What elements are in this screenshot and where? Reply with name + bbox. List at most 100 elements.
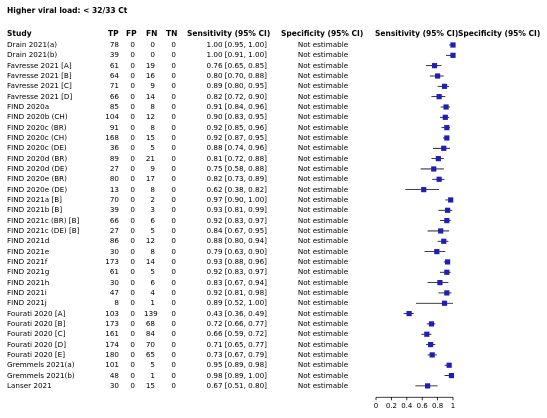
cell-tp: 13 — [109, 184, 119, 194]
cell-tp: 30 — [109, 380, 119, 390]
cell-study: FIND 2021c (BR) [B] — [7, 215, 80, 225]
cell-fp: 0 — [130, 50, 135, 60]
cell-tn: 0 — [171, 101, 176, 111]
table-row: FIND 2020c (CH) 168 0 15 0 0.92 [0.87, 0.95] N… — [0, 133, 547, 143]
cell-sens: 0.72 [0.66, 0.77] — [206, 318, 267, 328]
table-row: Fourati 2020 [B] 173 0 68 0 0.72 [0.66, 0.77]… — [0, 319, 547, 329]
cell-fp: 0 — [130, 60, 135, 70]
table-row: FIND 2021a [B] 70 0 2 0 0.97 [0.90, 1.00] Not … — [0, 195, 547, 205]
cell-study: Fourati 2020 [D] — [7, 339, 67, 349]
cell-study: FIND 2021b [B] — [7, 205, 63, 215]
table-row: FIND 2021b [B] 39 0 3 0 0.93 [0.81, 0.99] Not … — [0, 205, 547, 215]
cell-tp: 161 — [105, 329, 119, 339]
cell-fp: 0 — [130, 163, 135, 173]
table-row: FIND 2021d 86 0 12 0 0.88 [0.80, 0.94] Not est… — [0, 236, 547, 246]
cell-study: FIND 2020c (BR) — [7, 122, 67, 132]
cell-tn: 0 — [171, 174, 176, 184]
cell-fp: 0 — [130, 70, 135, 80]
x-tick-label: 0.8 — [432, 402, 443, 410]
cell-fn: 3 — [150, 205, 155, 215]
table-row: FIND 2020a 85 0 8 0 0.91 [0.84, 0.96] Not esti… — [0, 102, 547, 112]
cell-fp: 0 — [130, 112, 135, 122]
cell-fp: 0 — [130, 256, 135, 266]
cell-fn: 5 — [150, 225, 155, 235]
table-row: FIND 2021j 8 0 1 0 0.89 [0.52, 1.00] Not estim… — [0, 298, 547, 308]
cell-tp: 173 — [105, 256, 119, 266]
table-row: FIND 2021c (DE) [B] 27 0 5 0 0.84 [0.67, 0.95… — [0, 226, 547, 236]
cell-tp: 61 — [109, 267, 119, 277]
cell-study: Favresse 2021 [B] — [7, 70, 72, 80]
cell-sens: 0.88 [0.74, 0.96] — [206, 143, 267, 153]
estimate-marker — [450, 42, 456, 48]
cell-fp: 0 — [130, 194, 135, 204]
estimate-marker — [429, 352, 435, 358]
cell-fp: 0 — [130, 184, 135, 194]
estimate-marker — [444, 269, 450, 275]
cell-fn: 5 — [150, 267, 155, 277]
estimate-marker — [444, 218, 450, 224]
cell-spec: Not estimable — [297, 370, 349, 380]
cell-tp: 78 — [109, 40, 119, 49]
table-row: FIND 2020e (DE) 13 0 8 0 0.62 [0.38, 0.82] Not… — [0, 185, 547, 195]
cell-sens: 1.00 [0.95, 1.00] — [206, 40, 267, 49]
cell-tp: 89 — [109, 153, 119, 163]
cell-fp: 0 — [130, 308, 135, 318]
table-row: FIND 2021e 30 0 8 0 0.79 [0.63, 0.90] Not esti… — [0, 247, 547, 257]
cell-tn: 0 — [171, 225, 176, 235]
x-tick-label: 1 — [451, 402, 455, 410]
cell-spec: Not estimable — [297, 339, 349, 349]
cell-study: FIND 2021a [B] — [7, 194, 62, 204]
cell-spec: Not estimable — [297, 360, 349, 370]
cell-fp: 0 — [130, 298, 135, 308]
cell-study: FIND 2020e (BR) — [7, 174, 67, 184]
table-row: Fourati 2020 [A] 103 0 139 0 0.43 [0.36, 0.49… — [0, 309, 547, 319]
table-row: FIND 2020c (DE) 36 0 5 0 0.88 [0.74, 0.96] Not… — [0, 143, 547, 153]
cell-fn: 1 — [150, 298, 155, 308]
cell-fp: 0 — [130, 329, 135, 339]
cell-spec: Not estimable — [297, 308, 349, 318]
estimate-marker — [444, 135, 450, 141]
cell-study: Drain 2021(b) — [7, 50, 58, 60]
table-row: FIND 2020e (BR) 80 0 17 0 0.82 [0.73, 0.89] No… — [0, 174, 547, 184]
cell-spec: Not estimable — [297, 184, 349, 194]
cell-sens: 0.93 [0.81, 0.99] — [206, 205, 267, 215]
cell-tn: 0 — [171, 267, 176, 277]
cell-sens: 0.92 [0.85, 0.96] — [206, 122, 267, 132]
cell-fp: 0 — [130, 267, 135, 277]
cell-study: Fourati 2020 [A] — [7, 308, 66, 318]
table-row: Lanser 2021 30 0 15 0 0.67 [0.51, 0.80] Not es… — [0, 381, 547, 391]
cell-tn: 0 — [171, 40, 176, 49]
cell-spec: Not estimable — [297, 70, 349, 80]
cell-spec: Not estimable — [297, 215, 349, 225]
cell-study: Favresse 2021 [D] — [7, 91, 73, 101]
cell-fp: 0 — [130, 370, 135, 380]
cell-spec: Not estimable — [297, 277, 349, 287]
cell-fp: 0 — [130, 339, 135, 349]
estimate-marker — [450, 52, 456, 58]
x-tick-label: 0.2 — [386, 402, 397, 410]
cell-tp: 103 — [105, 308, 119, 318]
cell-spec: Not estimable — [297, 153, 349, 163]
cell-spec: Not estimable — [297, 298, 349, 308]
cell-spec: Not estimable — [297, 287, 349, 297]
cell-tn: 0 — [171, 380, 176, 390]
cell-sens: 0.92 [0.87, 0.95] — [206, 132, 267, 142]
header-tp: TP — [108, 29, 119, 38]
cell-sens: 0.92 [0.81, 0.98] — [206, 287, 267, 297]
cell-fn: 84 — [145, 329, 155, 339]
cell-fn: 68 — [145, 318, 155, 328]
cell-sens: 0.84 [0.67, 0.95] — [206, 225, 267, 235]
cell-fn: 9 — [150, 81, 155, 91]
cell-spec: Not estimable — [297, 163, 349, 173]
cell-fn: 15 — [145, 380, 155, 390]
cell-fp: 0 — [130, 132, 135, 142]
cell-fn: 4 — [150, 287, 155, 297]
cell-study: FIND 2021g — [7, 267, 50, 277]
cell-sens: 0.81 [0.72, 0.88] — [206, 153, 267, 163]
cell-spec: Not estimable — [297, 91, 349, 101]
cell-fn: 9 — [150, 163, 155, 173]
x-tick-label: 0.4 — [401, 402, 413, 410]
cell-sens: 0.95 [0.89, 0.98] — [206, 360, 267, 370]
cell-tn: 0 — [171, 184, 176, 194]
cell-study: FIND 2021e — [7, 246, 50, 256]
